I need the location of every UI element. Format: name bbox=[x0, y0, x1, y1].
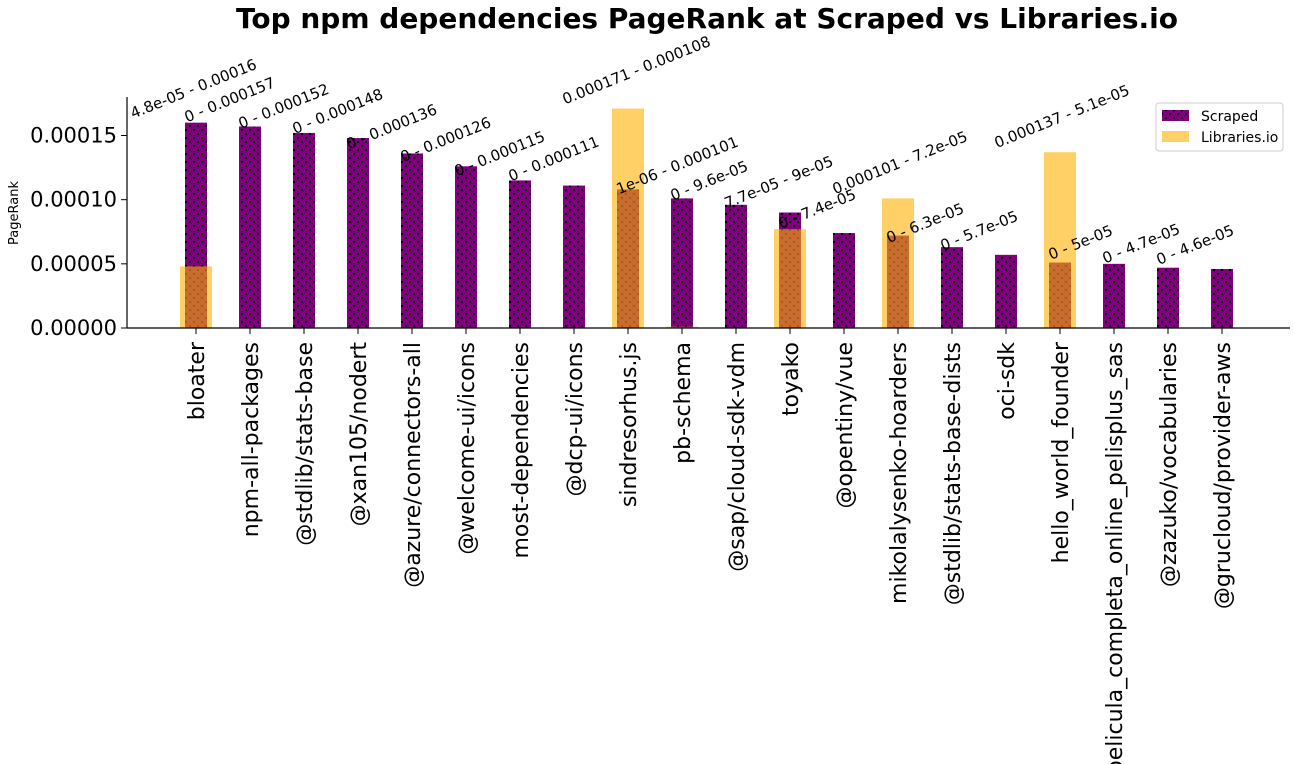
data-label: 0.000171 - 0.000108 bbox=[560, 32, 713, 108]
y-tick-label: 0.00010 bbox=[30, 188, 117, 212]
bar-libraries-io bbox=[1044, 152, 1076, 328]
x-tick-label: sindresorhus.js bbox=[617, 342, 642, 507]
bar-scraped bbox=[1211, 268, 1233, 328]
bar-libraries-io bbox=[612, 108, 644, 328]
bar-scraped bbox=[563, 185, 585, 328]
x-tick-label: @xan105/nodert bbox=[347, 342, 372, 527]
x-tick-label: @welcome-ui/icons bbox=[455, 342, 480, 555]
bar-scraped bbox=[1103, 263, 1125, 328]
x-tick-label: most-dependencies bbox=[509, 342, 534, 559]
y-tick-label: 0.00015 bbox=[30, 124, 117, 148]
x-tick-label: pb-schema bbox=[671, 342, 696, 464]
bar-libraries-io bbox=[666, 326, 698, 328]
x-tick-label: @azure/connectors-all bbox=[401, 342, 426, 588]
bar-scraped bbox=[347, 138, 369, 328]
x-tick-label: toyako bbox=[779, 342, 804, 416]
x-tick-label: oci-sdk bbox=[995, 342, 1020, 420]
bar-scraped bbox=[995, 254, 1017, 328]
legend-label-scraped: Scraped bbox=[1201, 109, 1258, 125]
bar-scraped bbox=[509, 180, 531, 328]
x-tick-label: @stdlib/stats-base-dists bbox=[941, 342, 966, 605]
bar-libraries-io bbox=[774, 229, 806, 328]
x-tick-label: @stdlib/stats-base bbox=[293, 342, 318, 546]
legend: Scraped Libraries.io bbox=[1155, 102, 1284, 152]
y-axis-label: PageRank bbox=[7, 181, 22, 245]
chart-title: Top npm dependencies PageRank at Scraped… bbox=[236, 2, 1178, 35]
legend-swatch-scraped bbox=[1162, 110, 1189, 121]
x-tick-label: @opentiny/vue bbox=[833, 342, 858, 509]
bar-scraped bbox=[833, 233, 855, 328]
bar-scraped bbox=[671, 198, 693, 328]
bar-scraped bbox=[239, 126, 261, 329]
bar-scraped bbox=[293, 132, 315, 328]
bar-scraped bbox=[941, 247, 963, 328]
x-tick-label: @sap/cloud-sdk-vdm bbox=[725, 342, 750, 572]
x-tick-label: @zazuko/vocabularies bbox=[1157, 342, 1182, 587]
bar-scraped bbox=[1157, 267, 1179, 328]
x-tick-label: mikolalysenko-hoarders bbox=[887, 342, 912, 604]
legend-label-libraries-io: Libraries.io bbox=[1201, 130, 1278, 146]
x-tick-label: bloater bbox=[185, 341, 210, 420]
bar-libraries-io bbox=[180, 266, 212, 328]
x-tick-label: npm-all-packages bbox=[239, 342, 264, 537]
data-label: 0.000101 - 7.2e-05 bbox=[830, 127, 970, 198]
bar-scraped bbox=[401, 153, 423, 328]
x-tick-label: pelicula_completa_online_pelisplus_sas bbox=[1103, 342, 1128, 764]
data-label: 0.000137 - 5.1e-05 bbox=[992, 81, 1132, 152]
legend-swatch-libraries-io bbox=[1162, 131, 1189, 142]
plot-area: 0.000000.000050.000100.00015bloater4.8e-… bbox=[30, 32, 1290, 764]
x-tick-label: @grucloud/provider-aws bbox=[1211, 342, 1236, 609]
x-tick-label: hello_world_founder bbox=[1049, 341, 1074, 563]
bar-libraries-io bbox=[882, 198, 914, 328]
x-tick-label: @dcp-ui/icons bbox=[563, 342, 588, 497]
y-tick-label: 0.00005 bbox=[30, 252, 117, 276]
bar-scraped bbox=[725, 204, 747, 328]
bar-scraped bbox=[455, 166, 477, 328]
y-tick-label: 0.00000 bbox=[30, 316, 117, 340]
